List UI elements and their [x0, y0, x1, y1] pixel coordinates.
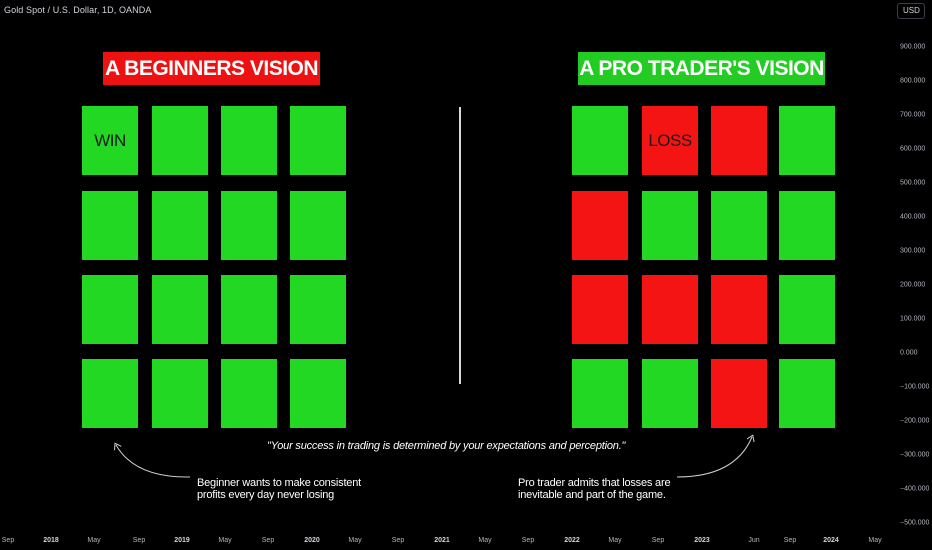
time-axis-month-label: Sep	[783, 537, 797, 544]
pro-trader-win-tile	[572, 359, 628, 428]
beginner-win-tile	[82, 275, 138, 344]
chart-header-title: Gold Spot / U.S. Dollar, 1D, OANDA	[4, 5, 152, 15]
quote-text: "Your success in trading is determined b…	[267, 440, 626, 452]
price-axis-label: 600.000	[900, 145, 926, 153]
beginner-vision-banner: A BEGINNERS VISION	[103, 52, 320, 85]
price-axis-label: −200.000	[900, 417, 930, 425]
beginner-win-tile	[152, 191, 208, 260]
time-axis-month-label: Jun	[748, 537, 760, 544]
price-axis-label: 700.000	[900, 111, 926, 119]
beginner-win-tile	[221, 106, 277, 175]
beginner-win-tile	[290, 106, 346, 175]
beginner-curved-arrow	[116, 445, 191, 478]
pro-trader-win-tile	[572, 106, 628, 175]
time-axis-month-label: Sep	[1, 537, 15, 544]
price-axis-label: −500.000	[900, 519, 930, 527]
pro-trader-loss-tile	[572, 191, 628, 260]
time-axis-year-label: 2024	[823, 537, 839, 544]
pro-trader-loss-tile	[642, 275, 698, 344]
time-axis[interactable]: Sep 2018 May Sep 2019 May Sep 2020 May Sep 2021 May…	[0, 530, 888, 550]
beginner-win-tile	[221, 359, 277, 428]
pro-trader-win-tile	[642, 191, 698, 260]
time-axis-month-label: May	[868, 537, 882, 544]
pro-trader-note-line: Pro trader admits that losses are	[518, 477, 671, 489]
pro-trader-loss-tile: LOSS	[642, 106, 698, 175]
price-axis-label: 300.000	[900, 247, 926, 255]
time-axis-month-label: May	[87, 537, 101, 544]
beginner-note-line: Beginner wants to make consistent	[197, 477, 361, 489]
price-axis-label: 400.000	[900, 213, 926, 221]
price-axis-label: 200.000	[900, 281, 926, 289]
time-axis-month-label: May	[218, 537, 232, 544]
beginner-win-tile	[82, 359, 138, 428]
price-axis-label: 900.000	[900, 43, 926, 51]
time-axis-year-label: 2023	[694, 537, 710, 544]
pro-trader-win-tile	[711, 191, 767, 260]
price-axis-label: −400.000	[900, 485, 930, 493]
pro-trader-note-line: inevitable and part of the game.	[518, 489, 666, 501]
center-divider	[459, 107, 461, 384]
beginner-note-line: profits every day never losing	[197, 489, 335, 501]
time-axis-year-label: 2021	[434, 537, 450, 544]
pro-trader-loss-tile	[572, 275, 628, 344]
price-axis-label: 0.000	[900, 349, 918, 357]
beginner-win-tile	[152, 275, 208, 344]
pro-trader-win-tile	[779, 191, 835, 260]
beginner-win-tile	[290, 191, 346, 260]
beginner-win-tile	[152, 106, 208, 175]
pro-trader-win-tile	[779, 359, 835, 428]
price-axis-label: −100.000	[900, 383, 930, 391]
pro-trader-loss-tile	[711, 359, 767, 428]
beginner-win-tile	[221, 191, 277, 260]
price-axis[interactable]: 900.000 800.000 700.000 600.000 500.000 400.0…	[888, 0, 932, 530]
time-axis-month-label: Sep	[651, 537, 665, 544]
pro-trader-tile-label: LOSS	[648, 130, 692, 150]
beginner-win-tile	[82, 191, 138, 260]
pro-trader-vision-banner: A PRO TRADER'S VISION	[578, 52, 825, 85]
beginner-win-tile: WIN	[82, 106, 138, 175]
beginner-win-tile	[290, 275, 346, 344]
time-axis-year-label: 2018	[43, 537, 59, 544]
pro-trader-win-tile	[779, 106, 835, 175]
price-axis-label: −300.000	[900, 451, 930, 459]
price-axis-label: 100.000	[900, 315, 926, 323]
time-axis-month-label: Sep	[391, 537, 405, 544]
time-axis-month-label: May	[478, 537, 492, 544]
time-axis-month-label: Sep	[132, 537, 146, 544]
time-axis-year-label: 2019	[174, 537, 190, 544]
currency-button[interactable]: USD	[897, 3, 925, 19]
beginner-win-tile	[152, 359, 208, 428]
time-axis-year-label: 2022	[564, 537, 580, 544]
pro-trader-win-tile	[779, 275, 835, 344]
pro-trader-win-tile	[642, 359, 698, 428]
beginner-note: Beginner wants to make consistent profit…	[197, 477, 361, 501]
pro-trader-note: Pro trader admits that losses are inevit…	[518, 477, 671, 501]
time-axis-month-label: Sep	[261, 537, 275, 544]
pro-trader-loss-tile	[711, 275, 767, 344]
pro-trader-loss-tile	[711, 106, 767, 175]
beginner-win-tile	[221, 275, 277, 344]
price-axis-label: 800.000	[900, 77, 926, 85]
beginner-tile-label: WIN	[94, 130, 126, 150]
pro-trader-curved-arrow	[676, 437, 752, 478]
time-axis-month-label: May	[348, 537, 362, 544]
time-axis-month-label: Sep	[521, 537, 535, 544]
time-axis-year-label: 2020	[304, 537, 320, 544]
price-axis-label: 500.000	[900, 179, 926, 187]
time-axis-month-label: May	[608, 537, 622, 544]
beginner-win-tile	[290, 359, 346, 428]
